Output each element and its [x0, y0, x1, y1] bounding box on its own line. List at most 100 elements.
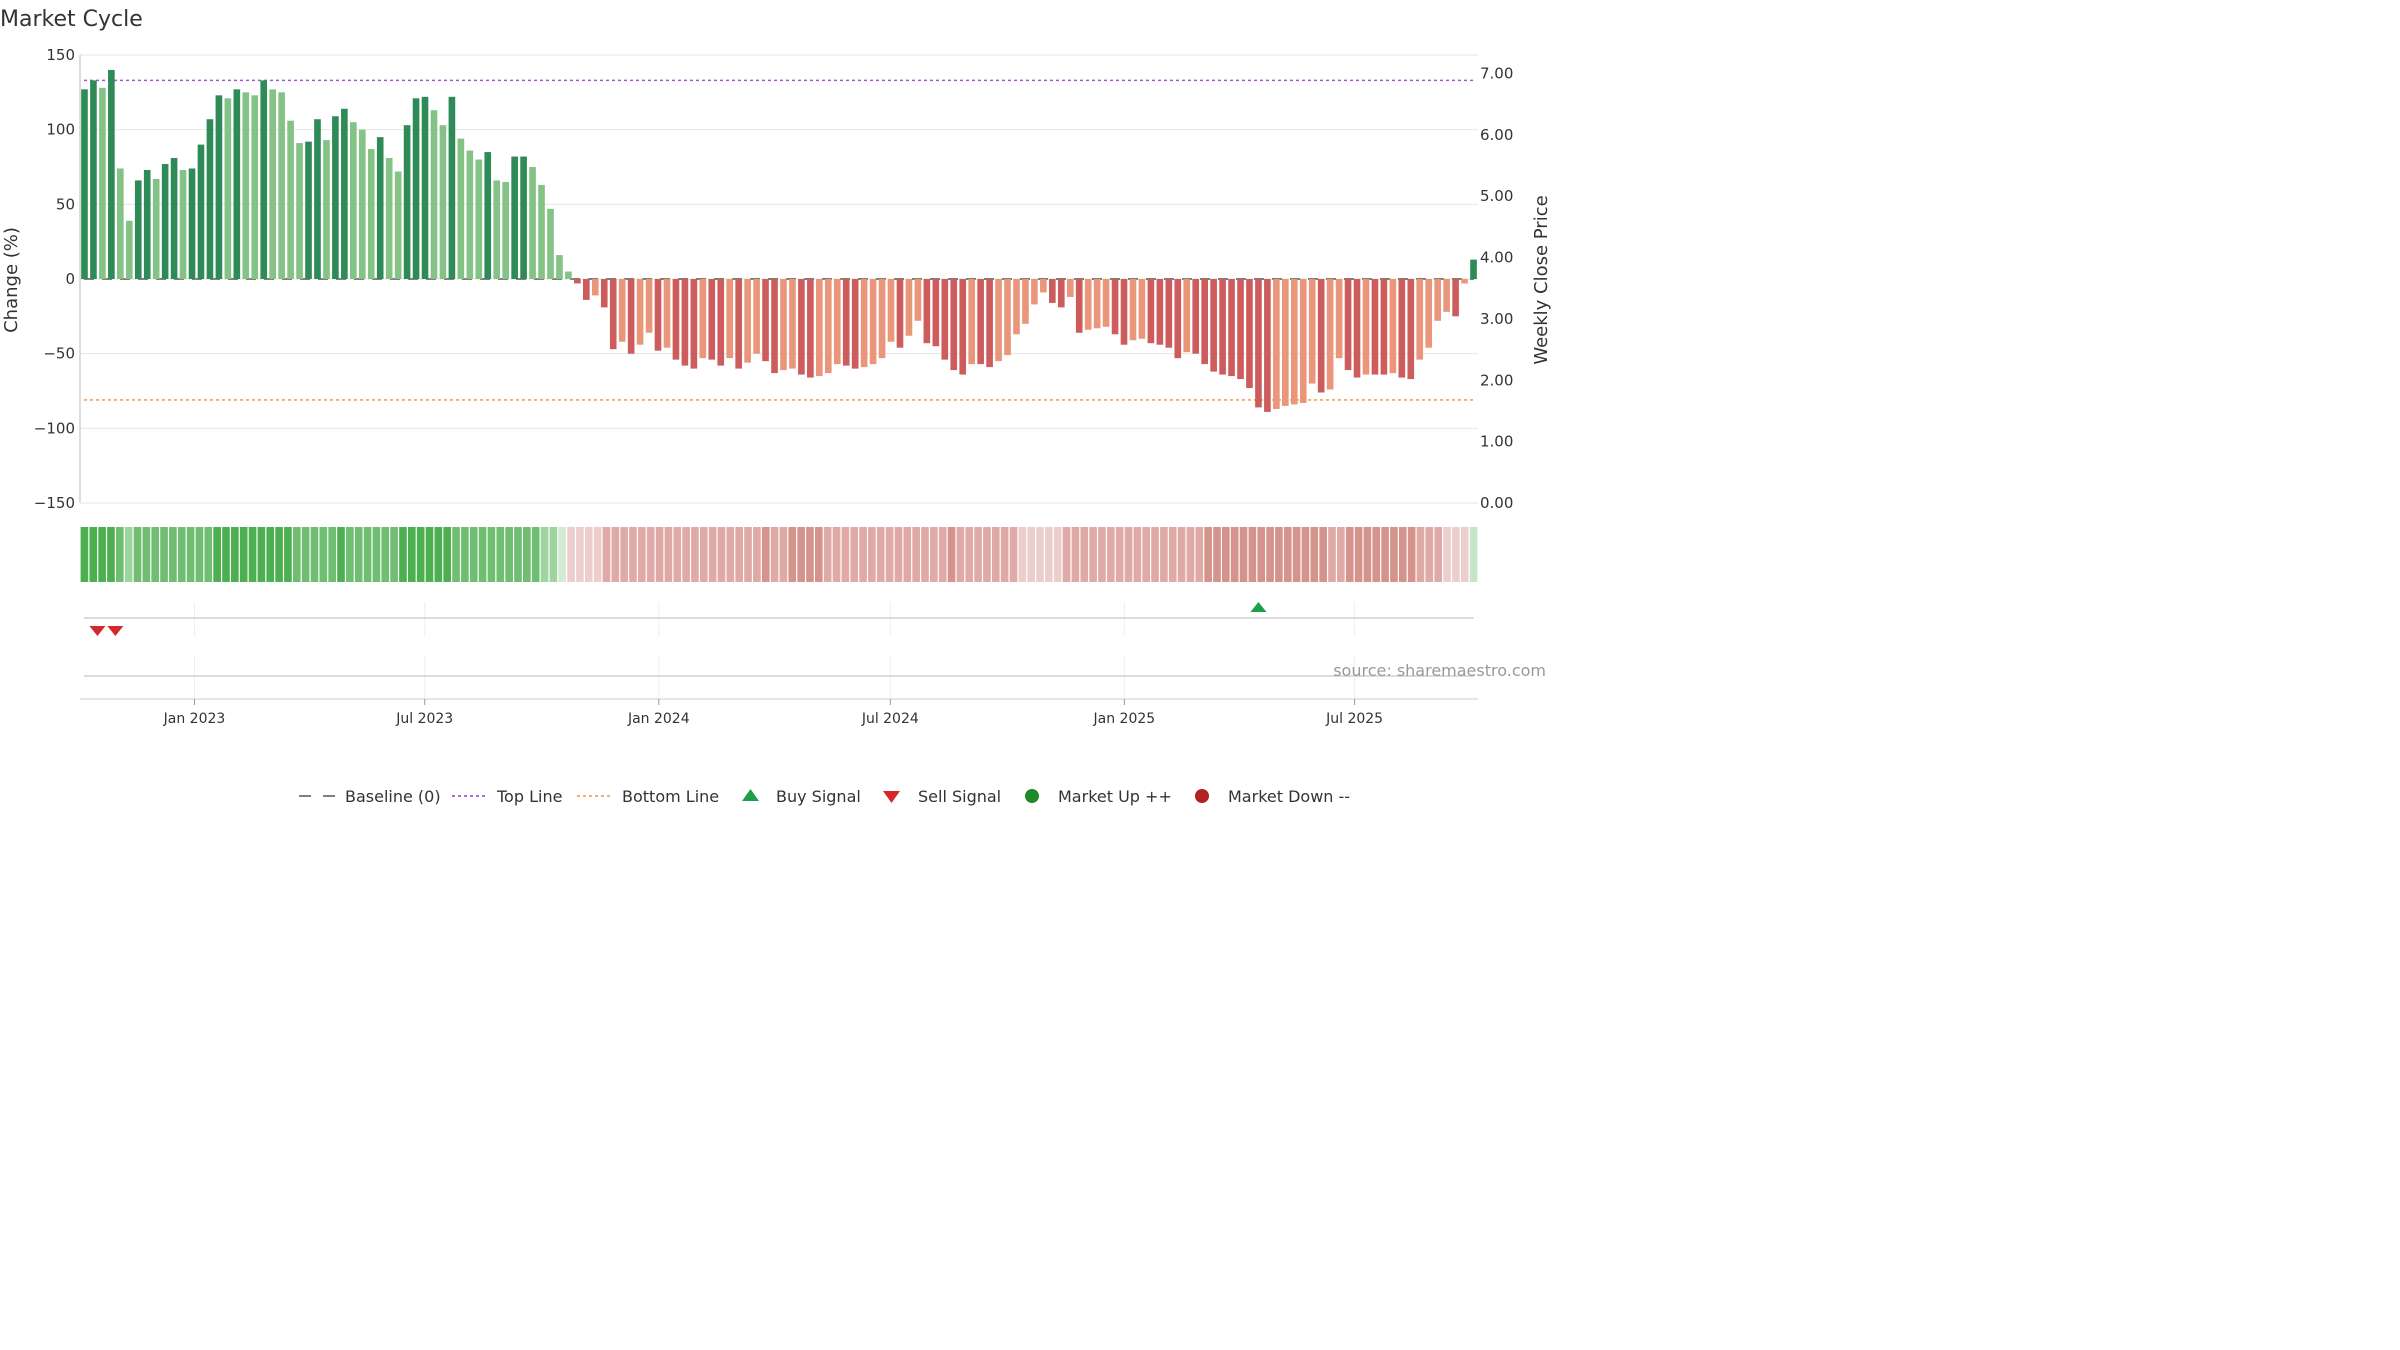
heat-cell — [461, 527, 469, 582]
heat-cell — [1151, 527, 1159, 582]
heat-cell — [1301, 527, 1310, 582]
bar — [278, 92, 285, 279]
heat-cell — [487, 527, 496, 582]
y2-tick-label: 5.00 — [1480, 187, 1513, 205]
bar — [224, 98, 232, 279]
heat-cell — [753, 527, 761, 582]
bar — [117, 168, 124, 279]
bar — [1416, 279, 1424, 360]
heat-cell — [779, 527, 788, 582]
bar — [556, 255, 563, 279]
bar — [1210, 279, 1217, 372]
heat-cell — [788, 527, 797, 582]
x-tick-label: Jul 2025 — [1325, 711, 1383, 727]
y-axis-label: Change (%) — [1, 227, 22, 333]
bar — [125, 220, 133, 279]
bar — [1228, 279, 1235, 377]
heat-cell — [814, 527, 823, 582]
bar — [771, 279, 778, 374]
bar — [269, 89, 276, 279]
bar — [108, 69, 115, 280]
legend-label: Top Line — [496, 787, 562, 806]
heat-cell — [337, 527, 345, 582]
bar — [905, 279, 913, 336]
heat-cell — [921, 527, 929, 582]
bar — [1389, 279, 1397, 374]
bar — [986, 279, 993, 368]
bar — [1308, 279, 1316, 384]
bar — [609, 279, 617, 350]
heat-cell — [222, 527, 230, 582]
heat-cell — [655, 527, 664, 582]
legend-label: Buy Signal — [776, 787, 861, 806]
bar — [376, 137, 384, 279]
heat-cell — [983, 527, 991, 582]
bar — [179, 169, 187, 279]
bar — [896, 279, 904, 348]
bar — [287, 120, 294, 280]
heat-cell — [938, 527, 947, 582]
bar — [816, 279, 823, 377]
y2-tick-label: 1.00 — [1480, 433, 1513, 451]
bar — [699, 279, 707, 359]
x-tick-label: Jan 2023 — [163, 711, 226, 727]
bar — [869, 279, 877, 365]
bar — [323, 140, 330, 279]
bar — [350, 122, 357, 279]
y-axis-ticks: 150 100 50 0 −50 −100 −150 — [34, 46, 75, 512]
heat-cell — [1381, 527, 1389, 582]
heat-cell — [266, 527, 275, 582]
heat-cell — [186, 527, 195, 582]
buy-signal-marker — [1250, 602, 1267, 612]
bar — [968, 279, 975, 365]
heat-cell — [133, 527, 142, 582]
x-tick-label: Jul 2023 — [395, 711, 453, 727]
bar — [851, 279, 859, 369]
bar — [430, 110, 438, 279]
bar — [860, 279, 868, 368]
heat-cell — [275, 527, 283, 582]
heat-cell — [646, 527, 655, 582]
bar — [484, 152, 492, 279]
heat-cell — [1062, 527, 1071, 582]
heat-cell — [452, 527, 460, 582]
heat-cell — [1354, 527, 1363, 582]
sell-signal-marker — [107, 626, 124, 636]
heat-cell — [443, 527, 452, 582]
bar — [735, 279, 742, 369]
heat-cell — [169, 527, 177, 582]
heat-cell — [107, 527, 115, 582]
bar — [672, 279, 680, 360]
bar — [412, 98, 420, 279]
bar — [242, 92, 250, 279]
heat-cell — [319, 527, 328, 582]
heat-cell — [1089, 527, 1097, 582]
heat-cell — [620, 527, 628, 582]
bar — [1129, 279, 1137, 341]
bar — [251, 95, 259, 279]
heat-cell — [682, 527, 690, 582]
heat-cell — [80, 527, 89, 582]
heat-cell — [549, 527, 558, 582]
bar — [977, 279, 984, 365]
bar — [385, 158, 393, 279]
bar — [1380, 279, 1388, 375]
y2-tick-label: 4.00 — [1480, 249, 1513, 267]
legend-label: Market Down -- — [1228, 787, 1350, 806]
heat-cell — [859, 527, 867, 582]
heat-cell — [328, 527, 336, 582]
heat-cell — [292, 527, 301, 582]
bar — [493, 180, 501, 279]
heat-cell — [1292, 527, 1301, 582]
bar — [1057, 279, 1065, 308]
y-tick-label: −150 — [34, 494, 75, 512]
heat-cell — [1372, 527, 1381, 582]
heat-cell — [1283, 527, 1292, 582]
y2-tick-label: 2.00 — [1480, 371, 1513, 389]
bar — [188, 168, 196, 279]
bar — [1282, 279, 1289, 406]
bar — [1093, 279, 1101, 329]
heat-cell — [142, 527, 151, 582]
legend-label: Bottom Line — [622, 787, 719, 806]
x-tick-label: Jul 2024 — [861, 711, 919, 727]
